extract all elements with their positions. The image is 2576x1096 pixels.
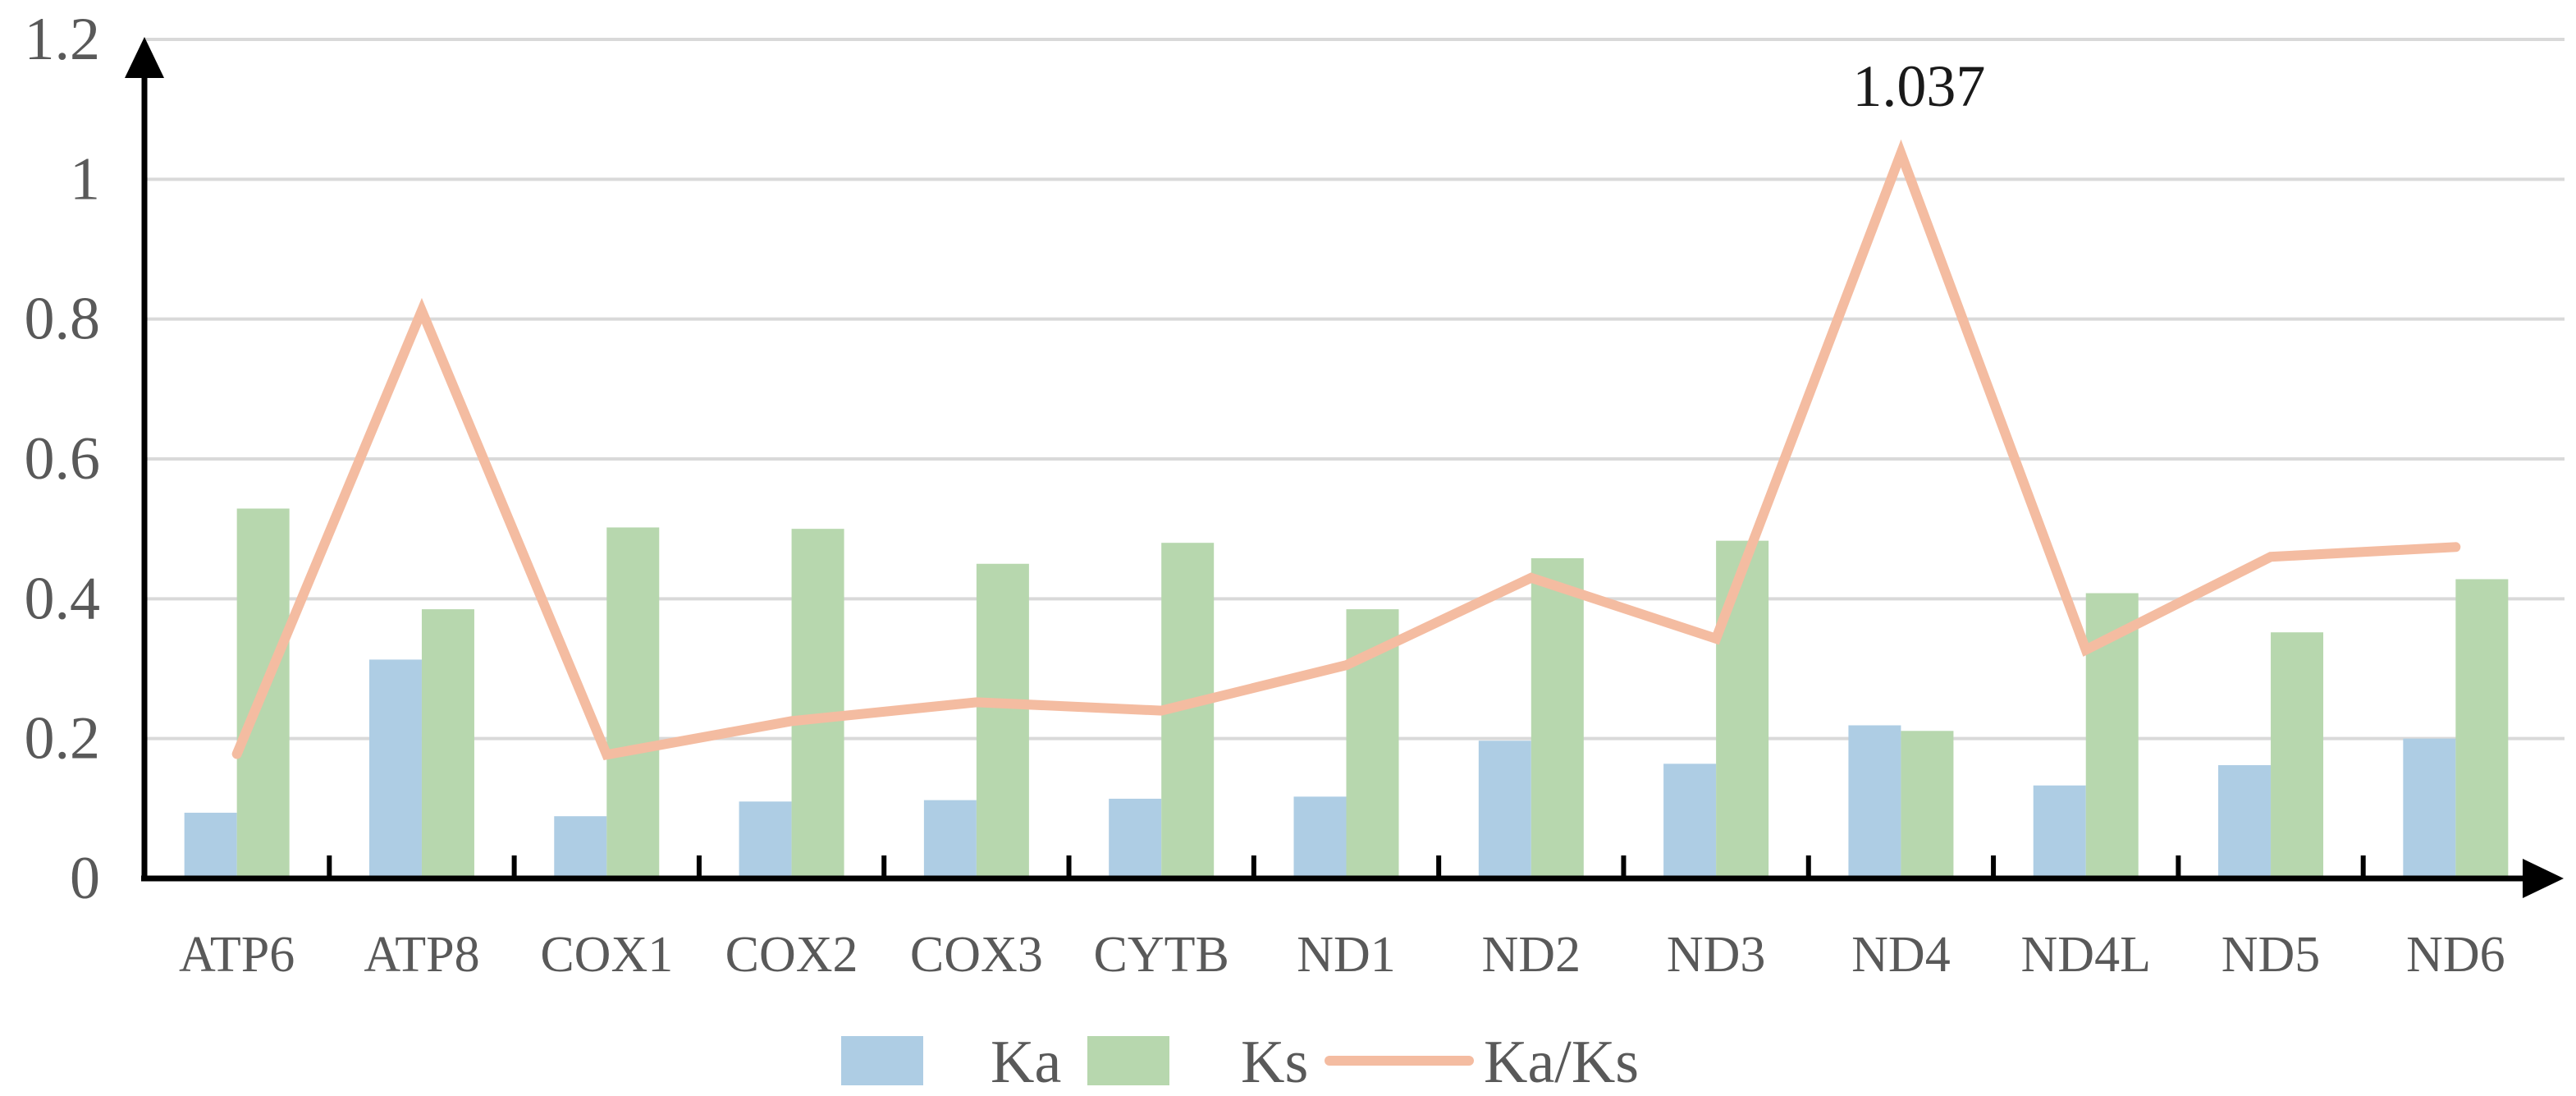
data-label: 1.037	[1852, 53, 1985, 119]
bar-ka-nd4	[1848, 725, 1901, 878]
legend-swatch	[1087, 1036, 1169, 1085]
bar-ka-nd2	[1478, 741, 1531, 878]
bar-ks-cox1	[606, 527, 660, 878]
bar-ks-atp8	[421, 609, 474, 878]
y-tick-labels: 0 0.2 0.4 0.6 0.8 1 1.2	[25, 6, 101, 912]
bar-ks-cox2	[791, 529, 844, 878]
bar-ks-nd2	[1531, 557, 1584, 878]
y-tick-label: 0.8	[25, 286, 101, 353]
x-tick-label: ND3	[1667, 927, 1766, 983]
y-tick-label: 1.2	[25, 6, 101, 73]
y-tick-label: 0.6	[25, 425, 101, 493]
bar-ka-cox2	[739, 801, 792, 878]
x-tick-label: ND1	[1297, 927, 1396, 983]
x-tick-label: ND5	[2221, 927, 2321, 983]
y-tick-label: 0	[70, 845, 100, 912]
bar-ka-cox3	[923, 800, 977, 878]
y-axis-arrow	[125, 37, 164, 78]
x-axis-arrow	[2523, 859, 2564, 898]
line-series	[231, 139, 2461, 761]
x-tick-label: ATP6	[179, 927, 295, 983]
axes	[125, 37, 2564, 898]
bar-ka-atp8	[368, 659, 422, 878]
x-tick-label: COX2	[725, 927, 858, 983]
legend-label: Ka/Ks	[1484, 1029, 1639, 1096]
x-tick-label: ATP8	[364, 927, 479, 983]
x-tick-label: COX1	[540, 927, 673, 983]
bar-ka-nd6	[2403, 738, 2456, 878]
y-tick-label: 1	[70, 145, 100, 213]
x-tick-labels: ATP6 ATP8 COX1 COX2 COX3 CYTB ND1 ND2 ND3 ND4 ND4L…	[179, 927, 2505, 983]
x-tick-label: COX3	[910, 927, 1043, 983]
x-tick-label: ND4L	[2021, 927, 2151, 983]
bar-ks-nd6	[2455, 579, 2509, 878]
bar-ks-nd3	[1716, 540, 1769, 878]
x-tick-label: ND4	[1851, 927, 1951, 983]
bar-ka-nd3	[1663, 764, 1717, 878]
bar-ka-cox1	[554, 816, 607, 878]
bar-ka-cytb	[1109, 798, 1162, 878]
legend-label: Ka	[991, 1029, 1061, 1096]
x-tick-label: CYTB	[1094, 927, 1229, 983]
gridlines	[144, 38, 2565, 741]
x-ticks	[327, 855, 2366, 878]
annotations: 1.037	[1852, 53, 1985, 119]
bar-ka-nd4l	[2033, 785, 2086, 878]
x-tick-label: ND2	[1482, 927, 1581, 983]
legend-label: Ks	[1241, 1029, 1308, 1096]
x-tick-label: ND6	[2406, 927, 2505, 983]
y-tick-label: 0.4	[25, 565, 101, 632]
bar-ks-cox3	[976, 563, 1029, 878]
legend-swatch	[841, 1036, 923, 1085]
bar-ks-nd5	[2271, 632, 2324, 878]
bar-ks-nd4	[1901, 731, 1954, 878]
bars	[184, 508, 2509, 878]
y-tick-label: 0.2	[25, 705, 101, 773]
bar-ka-nd1	[1293, 796, 1347, 878]
bar-ka-atp6	[184, 812, 237, 878]
legend: Ka Ks Ka/Ks	[841, 1029, 1639, 1096]
bar-ka-nd5	[2218, 765, 2272, 878]
